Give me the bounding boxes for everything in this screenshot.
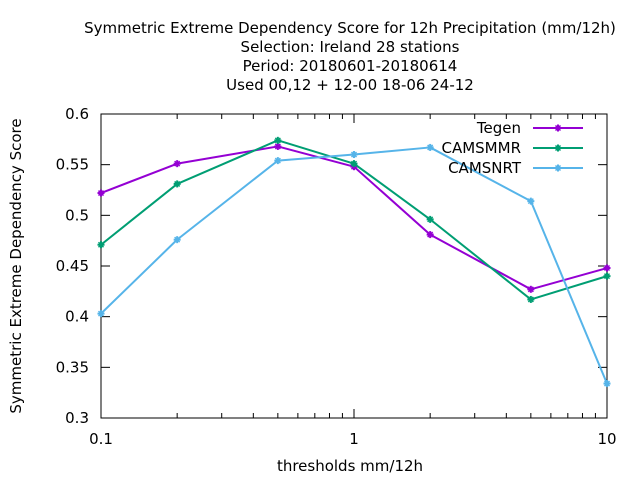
legend-marker-tegen [554,124,562,132]
legend-label-camsmmr: CAMSMMR [441,139,521,157]
data-point-camsnrt [426,143,434,151]
data-point-camsmmr [426,215,434,223]
legend-marker-camsnrt [554,164,562,172]
title-line-3: Period: 20180601-20180614 [243,57,458,75]
series-camsmmr [97,136,611,303]
data-point-tegen [97,189,105,197]
data-point-camsnrt [350,151,358,159]
data-point-camsmmr [173,180,181,188]
title-line-2: Selection: Ireland 28 stations [241,38,460,56]
y-tick-label: 0.45 [56,257,89,275]
data-point-tegen [603,264,611,272]
y-tick-label: 0.4 [65,308,89,326]
legend-label-camsnrt: CAMSNRT [448,159,522,177]
x-axis-label: thresholds mm/12h [277,457,423,475]
y-tick-label: 0.35 [56,358,89,376]
chart-title: Symmetric Extreme Dependency Score for 1… [84,19,616,94]
y-tick-label: 0.6 [65,105,89,123]
x-tick-label: 10 [597,430,616,448]
data-point-camsmmr [97,241,105,249]
plot-area-border [100,113,608,419]
y-axis-label: Symmetric Extreme Dependency Score [7,118,25,413]
x-tick-label: 0.1 [89,430,113,448]
legend-entry-tegen: Tegen [476,119,583,137]
series-lines [97,136,611,388]
x-axis: 0.1 1 10 [89,114,617,448]
series-camsnrt [97,143,611,388]
data-point-tegen [173,160,181,168]
data-point-camsnrt [603,380,611,388]
legend-label-tegen: Tegen [476,119,521,137]
y-tick-label: 0.55 [56,156,89,174]
data-point-camsmmr [274,136,282,144]
title-line-4: Used 00,12 + 12-00 18-06 24-12 [226,76,474,94]
legend-entry-camsmmr: CAMSMMR [441,139,583,157]
data-point-camsnrt [274,157,282,165]
title-line-1: Symmetric Extreme Dependency Score for 1… [84,19,616,37]
legend-marker-camsmmr [554,144,562,152]
data-point-camsmmr [350,160,358,168]
x-tick-label: 1 [349,430,359,448]
data-point-camsnrt [97,310,105,318]
y-axis: 0.3 0.35 0.4 0.45 0.5 0.55 0.6 [56,105,607,427]
y-tick-label: 0.5 [65,206,89,224]
data-point-camsnrt [173,236,181,244]
data-point-tegen [527,285,535,293]
data-point-tegen [426,231,434,239]
y-tick-label: 0.3 [65,409,89,427]
data-point-camsmmr [603,272,611,280]
data-point-camsnrt [527,197,535,205]
data-point-tegen [274,142,282,150]
data-point-camsmmr [527,295,535,303]
legend-entry-camsnrt: CAMSNRT [448,159,583,177]
legend: Tegen CAMSMMR CAMSNRT [441,119,583,177]
